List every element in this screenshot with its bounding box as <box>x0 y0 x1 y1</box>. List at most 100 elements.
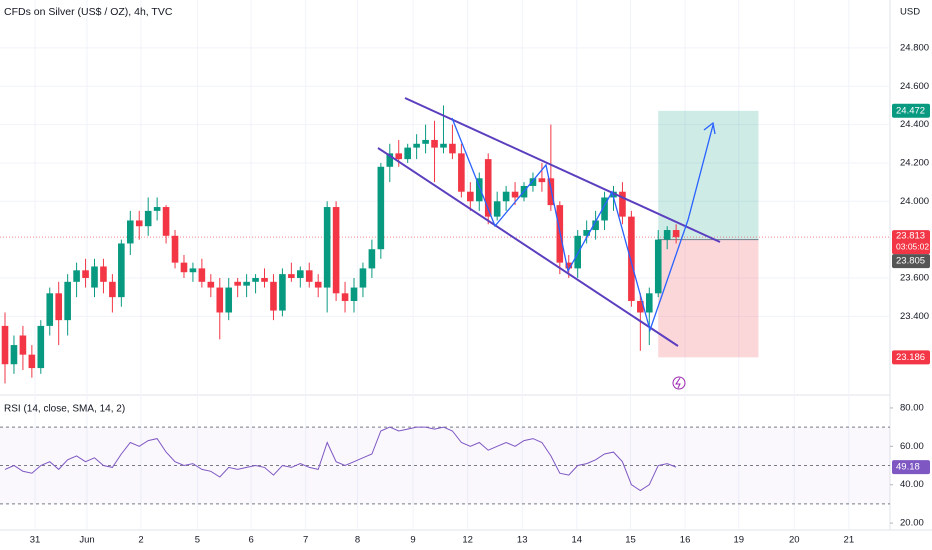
candle-body <box>314 281 322 288</box>
currency: USD <box>900 7 920 18</box>
y-tick-label: 24.400 <box>900 119 929 130</box>
candle-body <box>297 270 304 278</box>
candle-body <box>10 345 18 365</box>
y-tick-label: 24.800 <box>900 42 929 53</box>
candle-body <box>350 287 358 301</box>
candle-body <box>628 216 635 301</box>
zigzag <box>451 117 714 333</box>
x-tick-label: 2 <box>138 535 143 546</box>
rsi-last-label: 49.18 <box>896 462 920 473</box>
bid-price-label: 23.805 <box>896 256 925 267</box>
x-tick-label: 7 <box>303 535 308 546</box>
candle-body <box>234 281 241 286</box>
last-price-bg <box>892 230 930 255</box>
candle-body <box>91 266 98 288</box>
x-tick-label: 5 <box>195 535 200 546</box>
target-label-bg <box>892 103 930 118</box>
candle-body <box>458 153 465 192</box>
rsi-line <box>4 426 677 492</box>
candle-body <box>637 300 644 313</box>
candle-body <box>493 201 501 217</box>
candle-body <box>126 220 134 244</box>
candle-body <box>610 191 617 198</box>
candle-body <box>64 281 71 321</box>
y-tick-label: 40.00 <box>900 479 924 490</box>
event-bolt <box>675 377 681 389</box>
candle-body <box>511 191 519 198</box>
candle-body <box>449 143 456 154</box>
candle-body <box>216 287 224 313</box>
candle-body <box>467 191 474 202</box>
chart-title: CFDs on Silver (US$ / OZ), 4h, TVC <box>4 6 173 18</box>
x-tick-label: 13 <box>517 535 528 546</box>
y-tick-label: 24.600 <box>900 81 929 92</box>
candle-body <box>386 153 394 167</box>
candle-body <box>243 281 250 286</box>
candle-body <box>368 249 376 269</box>
candle-body <box>279 274 286 311</box>
candle-body <box>189 268 197 273</box>
candle-body <box>135 220 143 227</box>
x-tick-label: Jun <box>79 535 94 546</box>
candle-body <box>601 197 608 221</box>
x-tick-label: 19 <box>733 535 744 546</box>
candle-body <box>377 166 385 250</box>
x-tick-label: 9 <box>410 535 415 546</box>
x-tick-label: 20 <box>789 535 800 546</box>
candle-body <box>619 191 626 217</box>
y-tick-label: 23.600 <box>900 272 929 283</box>
x-tick-label: 16 <box>680 535 691 546</box>
y-tick-label: 20.00 <box>900 518 924 529</box>
candle-body <box>547 178 555 206</box>
y-tick-label: 24.200 <box>900 157 929 168</box>
candle-body <box>82 270 89 278</box>
candle-body <box>19 335 27 355</box>
drawings <box>377 97 721 390</box>
stop-label: 23.186 <box>896 352 925 363</box>
y-tick-label: 24.000 <box>900 196 929 207</box>
x-tick-label: 12 <box>462 535 473 546</box>
candle-body <box>565 262 573 269</box>
stop-zone <box>658 239 759 358</box>
candle-body <box>180 262 188 273</box>
last-price-label: 23.813 <box>896 231 925 242</box>
y-tick-label: 60.00 <box>900 441 924 452</box>
event-icon[interactable] <box>672 376 686 390</box>
y-tick-label: 23.400 <box>900 311 929 322</box>
candle-body <box>654 239 662 294</box>
candle-body <box>422 139 429 144</box>
candle-body <box>28 354 36 369</box>
candle-body <box>270 281 277 311</box>
candle-body <box>645 293 653 313</box>
candle-body <box>252 277 259 282</box>
rsi-title: RSI (14, close, SMA, 14, 2) <box>4 404 125 415</box>
x-tick-label: 15 <box>625 535 636 546</box>
x-tick-label: 31 <box>30 535 41 546</box>
candle-body <box>475 178 483 202</box>
target-zone <box>658 110 759 240</box>
candle-body <box>73 270 80 282</box>
x-tick-label: 21 <box>844 535 855 546</box>
candle-body <box>413 143 420 148</box>
x-tick-label: 8 <box>355 535 360 546</box>
candle-body <box>574 235 582 269</box>
candle-body <box>323 207 331 288</box>
candle-body <box>672 230 680 238</box>
candle-body <box>502 191 510 202</box>
candle-body <box>440 143 447 148</box>
candle-body <box>431 139 438 148</box>
candle-body <box>162 207 170 236</box>
x-tick-label: 6 <box>248 535 253 546</box>
candle-body <box>225 287 233 313</box>
stop-label-bg <box>892 350 930 365</box>
candle-body <box>529 178 537 186</box>
candle-body <box>583 230 590 236</box>
candle-body <box>153 207 161 211</box>
candle-body <box>341 293 349 301</box>
candle-body <box>332 207 340 294</box>
y-tick-label: 80.00 <box>900 402 924 413</box>
candle-body <box>55 293 63 321</box>
candle-body <box>592 220 599 231</box>
